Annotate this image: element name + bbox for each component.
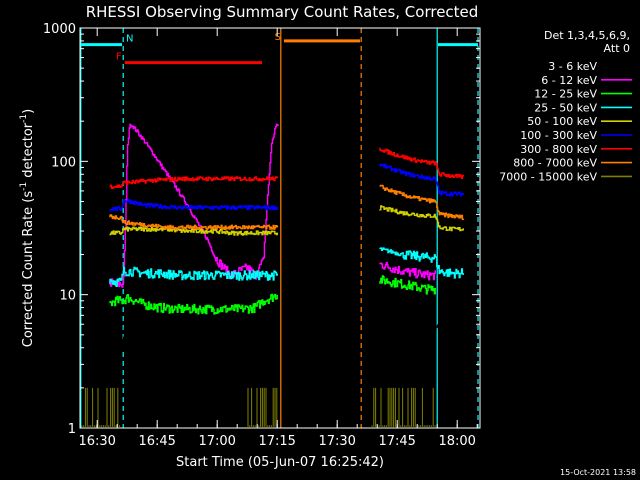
y-axis-label: Corrected Count Rate (s-1 detector-1) xyxy=(19,109,36,347)
state-bar-label-1: F xyxy=(116,52,122,63)
y-axis-label-sup1: -1 xyxy=(19,182,29,191)
y-tick-label-0: 1 xyxy=(68,422,76,437)
series-5-segment-1 xyxy=(379,163,464,197)
legend-label-1: 6 - 12 keV xyxy=(541,74,597,87)
x-axis-label: Start Time (05-Jun-07 16:25:42) xyxy=(176,455,384,470)
y-axis-label-end: ) xyxy=(21,109,36,114)
series-8-segment-0 xyxy=(80,387,121,427)
series-layer xyxy=(80,119,464,427)
y-axis: 1 10 100 1000 xyxy=(43,22,480,437)
legend-label-4: 50 - 100 keV xyxy=(527,115,597,128)
series-8 xyxy=(80,387,436,427)
series-3 xyxy=(109,247,464,287)
y-tick-label-1: 10 xyxy=(59,289,76,304)
legend-label-3: 25 - 50 keV xyxy=(534,101,597,114)
series-1 xyxy=(109,123,436,288)
y-axis-label-mid: detector xyxy=(21,122,36,182)
series-1-segment-0 xyxy=(109,123,279,288)
series-6-segment-1 xyxy=(379,147,464,180)
legend-header-attenuator: Att 0 xyxy=(604,42,630,55)
state-bar-label-2: S xyxy=(275,32,281,43)
series-4-segment-1 xyxy=(379,205,464,232)
chart-title: RHESSI Observing Summary Count Rates, Co… xyxy=(86,3,479,21)
x-tick-label-5: 17:45 xyxy=(378,434,415,449)
series-0-segment-1 xyxy=(379,294,440,333)
series-2-segment-1 xyxy=(379,275,436,295)
x-tick-label-6: 18:00 xyxy=(438,434,475,449)
y-tick-label-2: 100 xyxy=(51,155,76,170)
series-5-segment-0 xyxy=(109,199,278,212)
series-7-segment-0 xyxy=(109,214,278,230)
series-3-segment-1 xyxy=(379,247,464,279)
series-2-segment-0 xyxy=(109,293,278,315)
state-bar-label-0: N xyxy=(126,34,133,45)
time-interval-lines xyxy=(80,28,479,428)
y-axis-label-sup2: -1 xyxy=(19,114,29,123)
legend-label-8: 7000 - 15000 keV xyxy=(499,170,597,183)
generation-timestamp: 15-Oct-2021 13:58 xyxy=(560,468,636,477)
series-8-segment-1 xyxy=(247,387,278,427)
x-tick-label-1: 16:45 xyxy=(138,434,175,449)
series-4-segment-0 xyxy=(109,226,278,236)
series-1-segment-1 xyxy=(379,262,436,281)
legend-label-6: 300 - 800 keV xyxy=(520,143,597,156)
series-7 xyxy=(109,184,464,230)
x-tick-label-4: 17:30 xyxy=(318,434,355,449)
series-2 xyxy=(109,275,436,315)
series-6-segment-0 xyxy=(109,176,278,189)
legend-label-7: 800 - 7000 keV xyxy=(513,157,597,170)
series-7-segment-1 xyxy=(379,184,464,220)
legend-header-detectors: Det 1,3,4,5,6,9, xyxy=(544,29,630,42)
series-3-segment-0 xyxy=(109,266,278,287)
x-axis: 16:30 16:45 17:00 17:15 17:30 17:45 18:00 xyxy=(78,28,478,449)
x-tick-label-0: 16:30 xyxy=(78,434,115,449)
attenuator-bars: NF S xyxy=(80,32,478,65)
series-4 xyxy=(109,205,464,236)
x-tick-label-2: 17:00 xyxy=(198,434,235,449)
legend-label-2: 12 - 25 keV xyxy=(534,88,597,101)
series-8-segment-2 xyxy=(371,387,436,427)
legend-label-5: 100 - 300 keV xyxy=(520,129,597,142)
x-tick-label-3: 17:15 xyxy=(258,434,295,449)
y-axis-label-main: Corrected Count Rate (s xyxy=(21,191,36,348)
y-tick-label-3: 1000 xyxy=(43,22,76,37)
series-6 xyxy=(109,147,464,189)
series-5 xyxy=(109,163,464,212)
legend-label-0: 3 - 6 keV xyxy=(548,60,597,73)
plot-frame xyxy=(79,27,481,429)
